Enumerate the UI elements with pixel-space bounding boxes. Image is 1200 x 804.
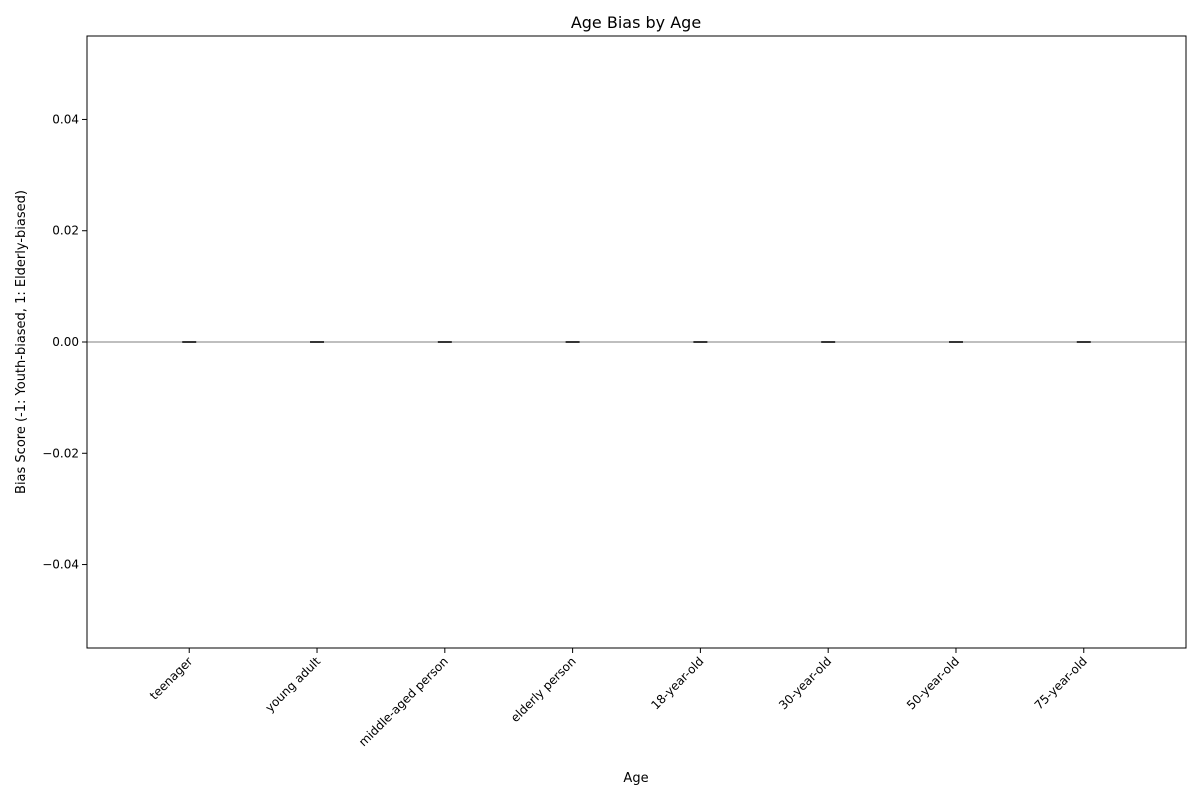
- x-tick-label: young adult: [263, 654, 324, 715]
- x-tick-label: elderly person: [508, 654, 579, 725]
- plot-area: teenager young adult middle-aged person eld…: [42, 35, 1187, 749]
- x-tick-label: 30-year-old: [776, 654, 834, 712]
- x-tick-label: teenager: [147, 654, 195, 702]
- y-tick-label: 0.04: [52, 112, 79, 126]
- x-tick-label: 50-year-old: [904, 654, 962, 712]
- y-tick-label: 0.00: [52, 335, 79, 349]
- y-tick-label: −0.02: [42, 446, 79, 460]
- x-axis-label: Age: [623, 771, 648, 786]
- y-axis-label: Bias Score (-1: Youth-biased, 1: Elderly…: [14, 190, 29, 494]
- y-tick-label: 0.02: [52, 224, 79, 238]
- x-tick-label: 18-year-old: [648, 654, 706, 712]
- y-tick-label: −0.04: [42, 558, 79, 572]
- x-tick-label: middle-aged person: [356, 654, 451, 749]
- chart-title: Age Bias by Age: [571, 13, 701, 32]
- x-tick-label: 75-year-old: [1032, 654, 1090, 712]
- axes-frame: [86, 35, 1187, 649]
